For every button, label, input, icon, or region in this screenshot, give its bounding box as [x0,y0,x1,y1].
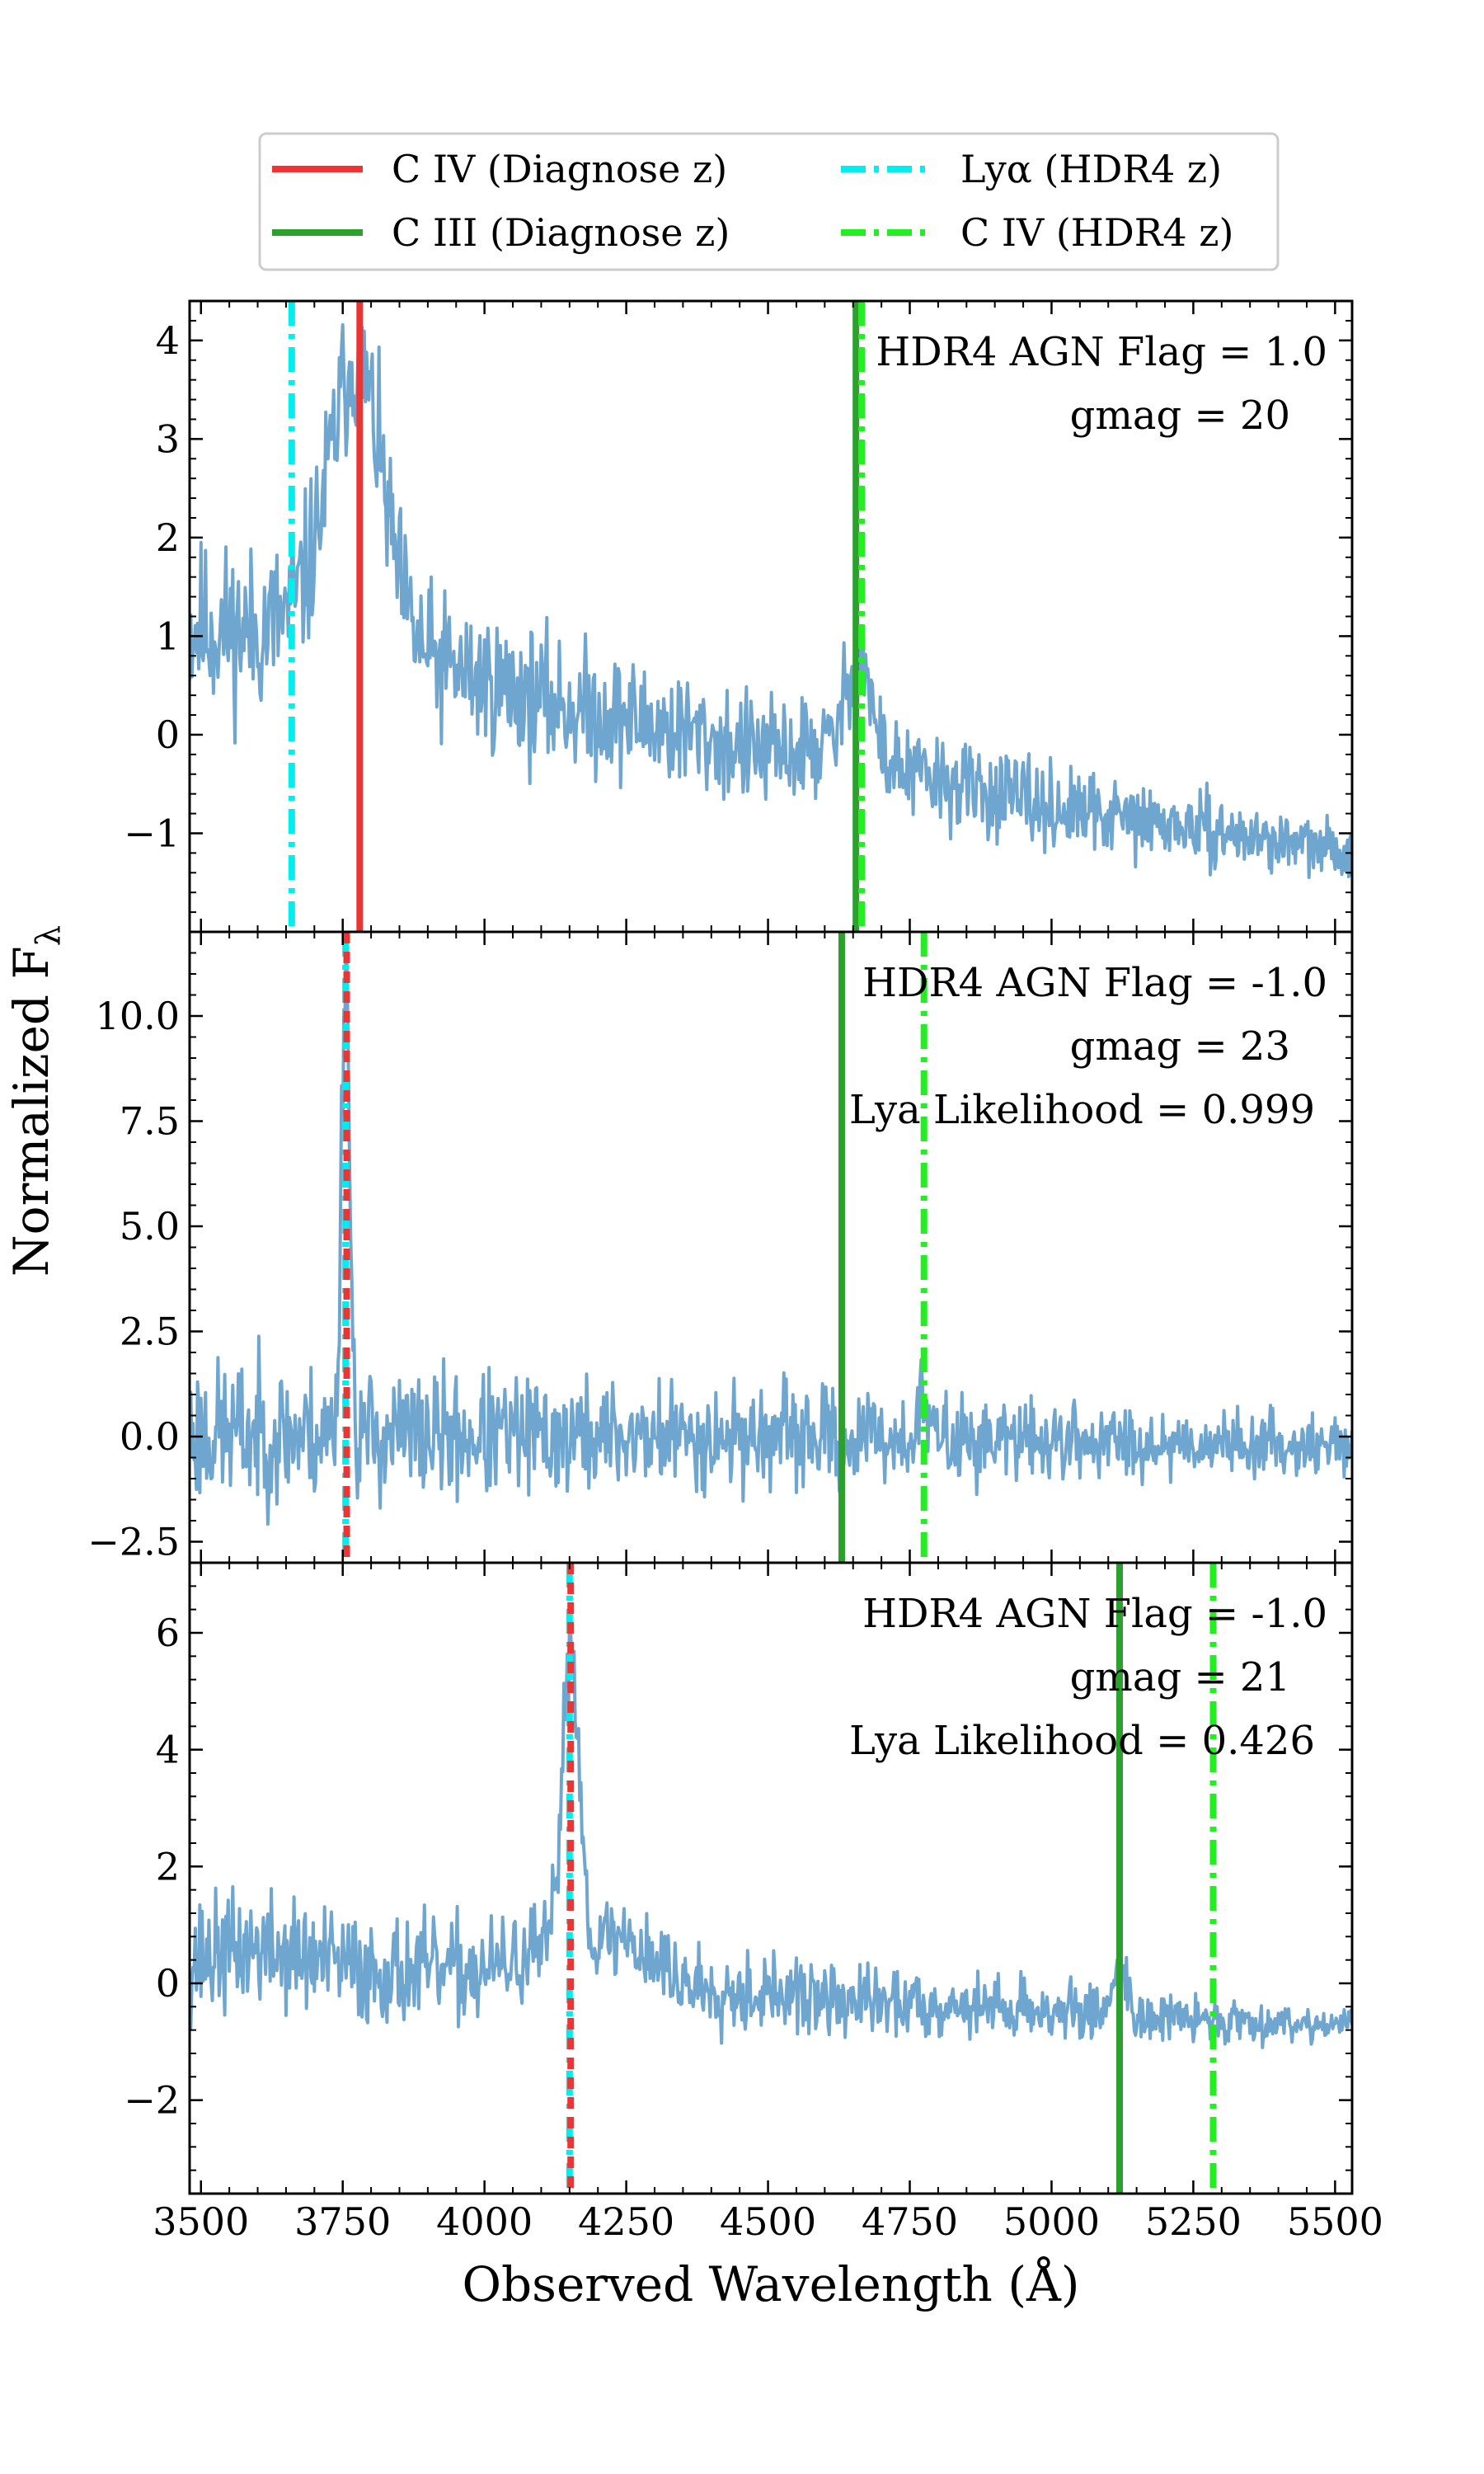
panel-annotation: HDR4 AGN Flag = -1.0 [862,960,1327,1006]
x-tick-label: 4500 [720,2199,816,2244]
panels: −1 0 1 2 3 4 HDR4 AGN Flag = 1.0 gmag = 20 −2.5 0… [87,299,1383,2244]
spectrum-line-1 [190,321,1352,879]
panel-1: −1 0 1 2 3 4 HDR4 AGN Flag = 1.0 gmag = 20 [124,299,1354,934]
legend-label-ciii_diag: C III (Diagnose z) [392,210,730,255]
y-tick-label: 1 [156,614,180,658]
y-tick-label: −1 [124,811,180,855]
y-tick-label: 0 [156,713,180,757]
x-tick-label: 5500 [1287,2199,1383,2244]
legend-label-civ_hdr4: C IV (HDR4 z) [960,210,1233,255]
panel-frame-3 [188,1561,1354,2195]
panel-annotation: gmag = 23 [1070,1023,1290,1070]
legend-box [258,132,1280,271]
panel-annotation: Lya Likelihood = 0.426 [849,1718,1315,1764]
x-tick-label: 4750 [862,2199,958,2244]
panel-annotation: gmag = 21 [1070,1654,1290,1700]
y-tick-label: 10.0 [96,994,180,1038]
y-tick-label: 6 [156,1611,180,1655]
legend-label-civ_diag: C IV (Diagnose z) [392,147,727,191]
x-tick-label: 5250 [1145,2199,1242,2244]
y-axis-label-main: Normalized F [3,946,59,1277]
panel-3: −2 0 2 4 6 HDR4 AGN Flag = -1.0 gmag = 21 Lya L… [124,1561,1354,2195]
y-tick-label: 5.0 [120,1204,180,1249]
x-tick-label: 3750 [294,2199,391,2244]
y-tick-label: 4 [156,1728,180,1772]
panel-annotation: gmag = 20 [1070,393,1290,439]
panel-2: −2.5 0.0 2.5 5.0 7.5 10.0 HDR4 AGN Flag = -1.0… [87,930,1354,1564]
panel-annotation: Lya Likelihood = 0.999 [849,1087,1315,1133]
y-tick-label: 7.5 [120,1099,180,1144]
legend-label-lya_hdr4: Lyα (HDR4 z) [960,147,1222,191]
panel-annotation: HDR4 AGN Flag = -1.0 [862,1591,1327,1637]
x-tick-label: 4250 [578,2199,674,2244]
y-tick-label: 0 [156,1961,180,2006]
y-tick-label: 0.0 [120,1414,180,1459]
x-tick-label: 4000 [436,2199,533,2244]
y-tick-label: 2 [156,1844,180,1888]
spectrum-line-3 [190,1617,1352,2049]
x-tick-label: 3500 [153,2199,249,2244]
y-tick-label: 2.5 [120,1310,180,1354]
y-tick-label: 4 [156,318,180,363]
axis-titles: Observed Wavelength (Å) Normalized Fλ [3,925,1080,2312]
y-tick-label: −2 [124,2078,180,2123]
y-axis-label-sub: λ [30,925,68,946]
y-tick-label: −2.5 [87,1520,180,1564]
y-tick-label: 2 [156,515,180,560]
y-axis-label: Normalized Fλ [3,925,68,1277]
spectrum-line-2 [190,932,1352,1526]
legend: C IV (Diagnose z) C III (Diagnose z) Lyα (… [258,132,1280,271]
x-axis-label: Observed Wavelength (Å) [463,2256,1080,2312]
panel-annotation: HDR4 AGN Flag = 1.0 [876,329,1327,375]
x-tick-label: 5000 [1003,2199,1100,2244]
y-tick-label: 3 [156,416,180,461]
